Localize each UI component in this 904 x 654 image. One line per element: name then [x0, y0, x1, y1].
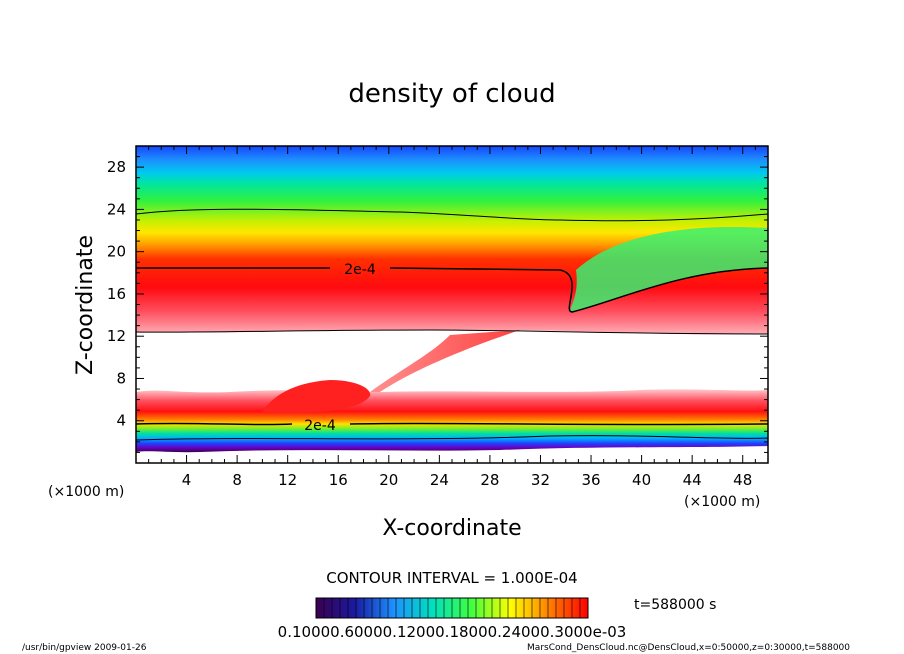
contour-label-upper: 2e-4	[344, 262, 376, 278]
density-field	[136, 146, 768, 463]
x-tick-label: 40	[632, 471, 651, 489]
x-tick-label: 32	[531, 471, 550, 489]
contour-layer-top	[136, 329, 768, 335]
y-axis-ticks: 4 8 12 16 20 24 28	[107, 156, 768, 453]
y-tick-label: 28	[107, 158, 126, 176]
contour-interval: CONTOUR INTERVAL = 1.000E-04	[326, 569, 577, 587]
time-label: t=588000 s	[634, 597, 716, 613]
x-tick-label: 48	[733, 471, 752, 489]
x-tick-label: 36	[581, 471, 600, 489]
contour-lower-base	[136, 435, 768, 441]
contour-upper-2e-4	[136, 267, 768, 313]
colorbar-label: 0.10000.60000.12000.18000.24000.3000e-03	[278, 623, 627, 641]
x-axis-label: X-coordinate	[382, 516, 521, 541]
lower-cloud-layer	[136, 389, 768, 453]
x-tick-label: 24	[430, 471, 449, 489]
y-tick-label: 4	[116, 412, 126, 430]
footer-left: /usr/bin/gpview 2009-01-26	[22, 643, 147, 653]
y-axis-label: Z-coordinate	[73, 235, 98, 375]
colorbar	[315, 597, 589, 619]
chart-title: density of cloud	[348, 79, 555, 109]
x-tick-label: 44	[683, 471, 702, 489]
colorbar-frame	[315, 597, 589, 619]
contour-top	[136, 208, 768, 222]
y-axis-unit: (×1000 m)	[48, 484, 124, 500]
x-axis-ticks: 4 8 12 16 20 24 28 32 36 40 44 48	[148, 146, 756, 489]
contour-label-lower: 2e-4	[304, 418, 336, 434]
x-tick-label: 28	[480, 471, 499, 489]
y-tick-label: 12	[107, 327, 126, 345]
y-tick-label: 20	[107, 243, 126, 261]
y-tick-label: 24	[107, 200, 126, 218]
contour-lower-2e-4	[136, 422, 768, 426]
x-tick-label: 20	[379, 471, 398, 489]
dry-intrusion-tongue	[570, 226, 768, 312]
x-tick-label: 4	[182, 471, 192, 489]
x-axis-unit: (×1000 m)	[684, 494, 760, 510]
footer-right: MarsCond_DensCloud.nc@DensCloud,x=0:5000…	[527, 643, 850, 653]
x-tick-label: 8	[232, 471, 242, 489]
y-tick-label: 8	[116, 369, 126, 387]
cloud-plume	[370, 330, 520, 392]
x-tick-label: 12	[278, 471, 297, 489]
updraft-bump	[262, 380, 371, 413]
x-tick-label: 16	[329, 471, 348, 489]
y-tick-label: 16	[107, 285, 126, 303]
